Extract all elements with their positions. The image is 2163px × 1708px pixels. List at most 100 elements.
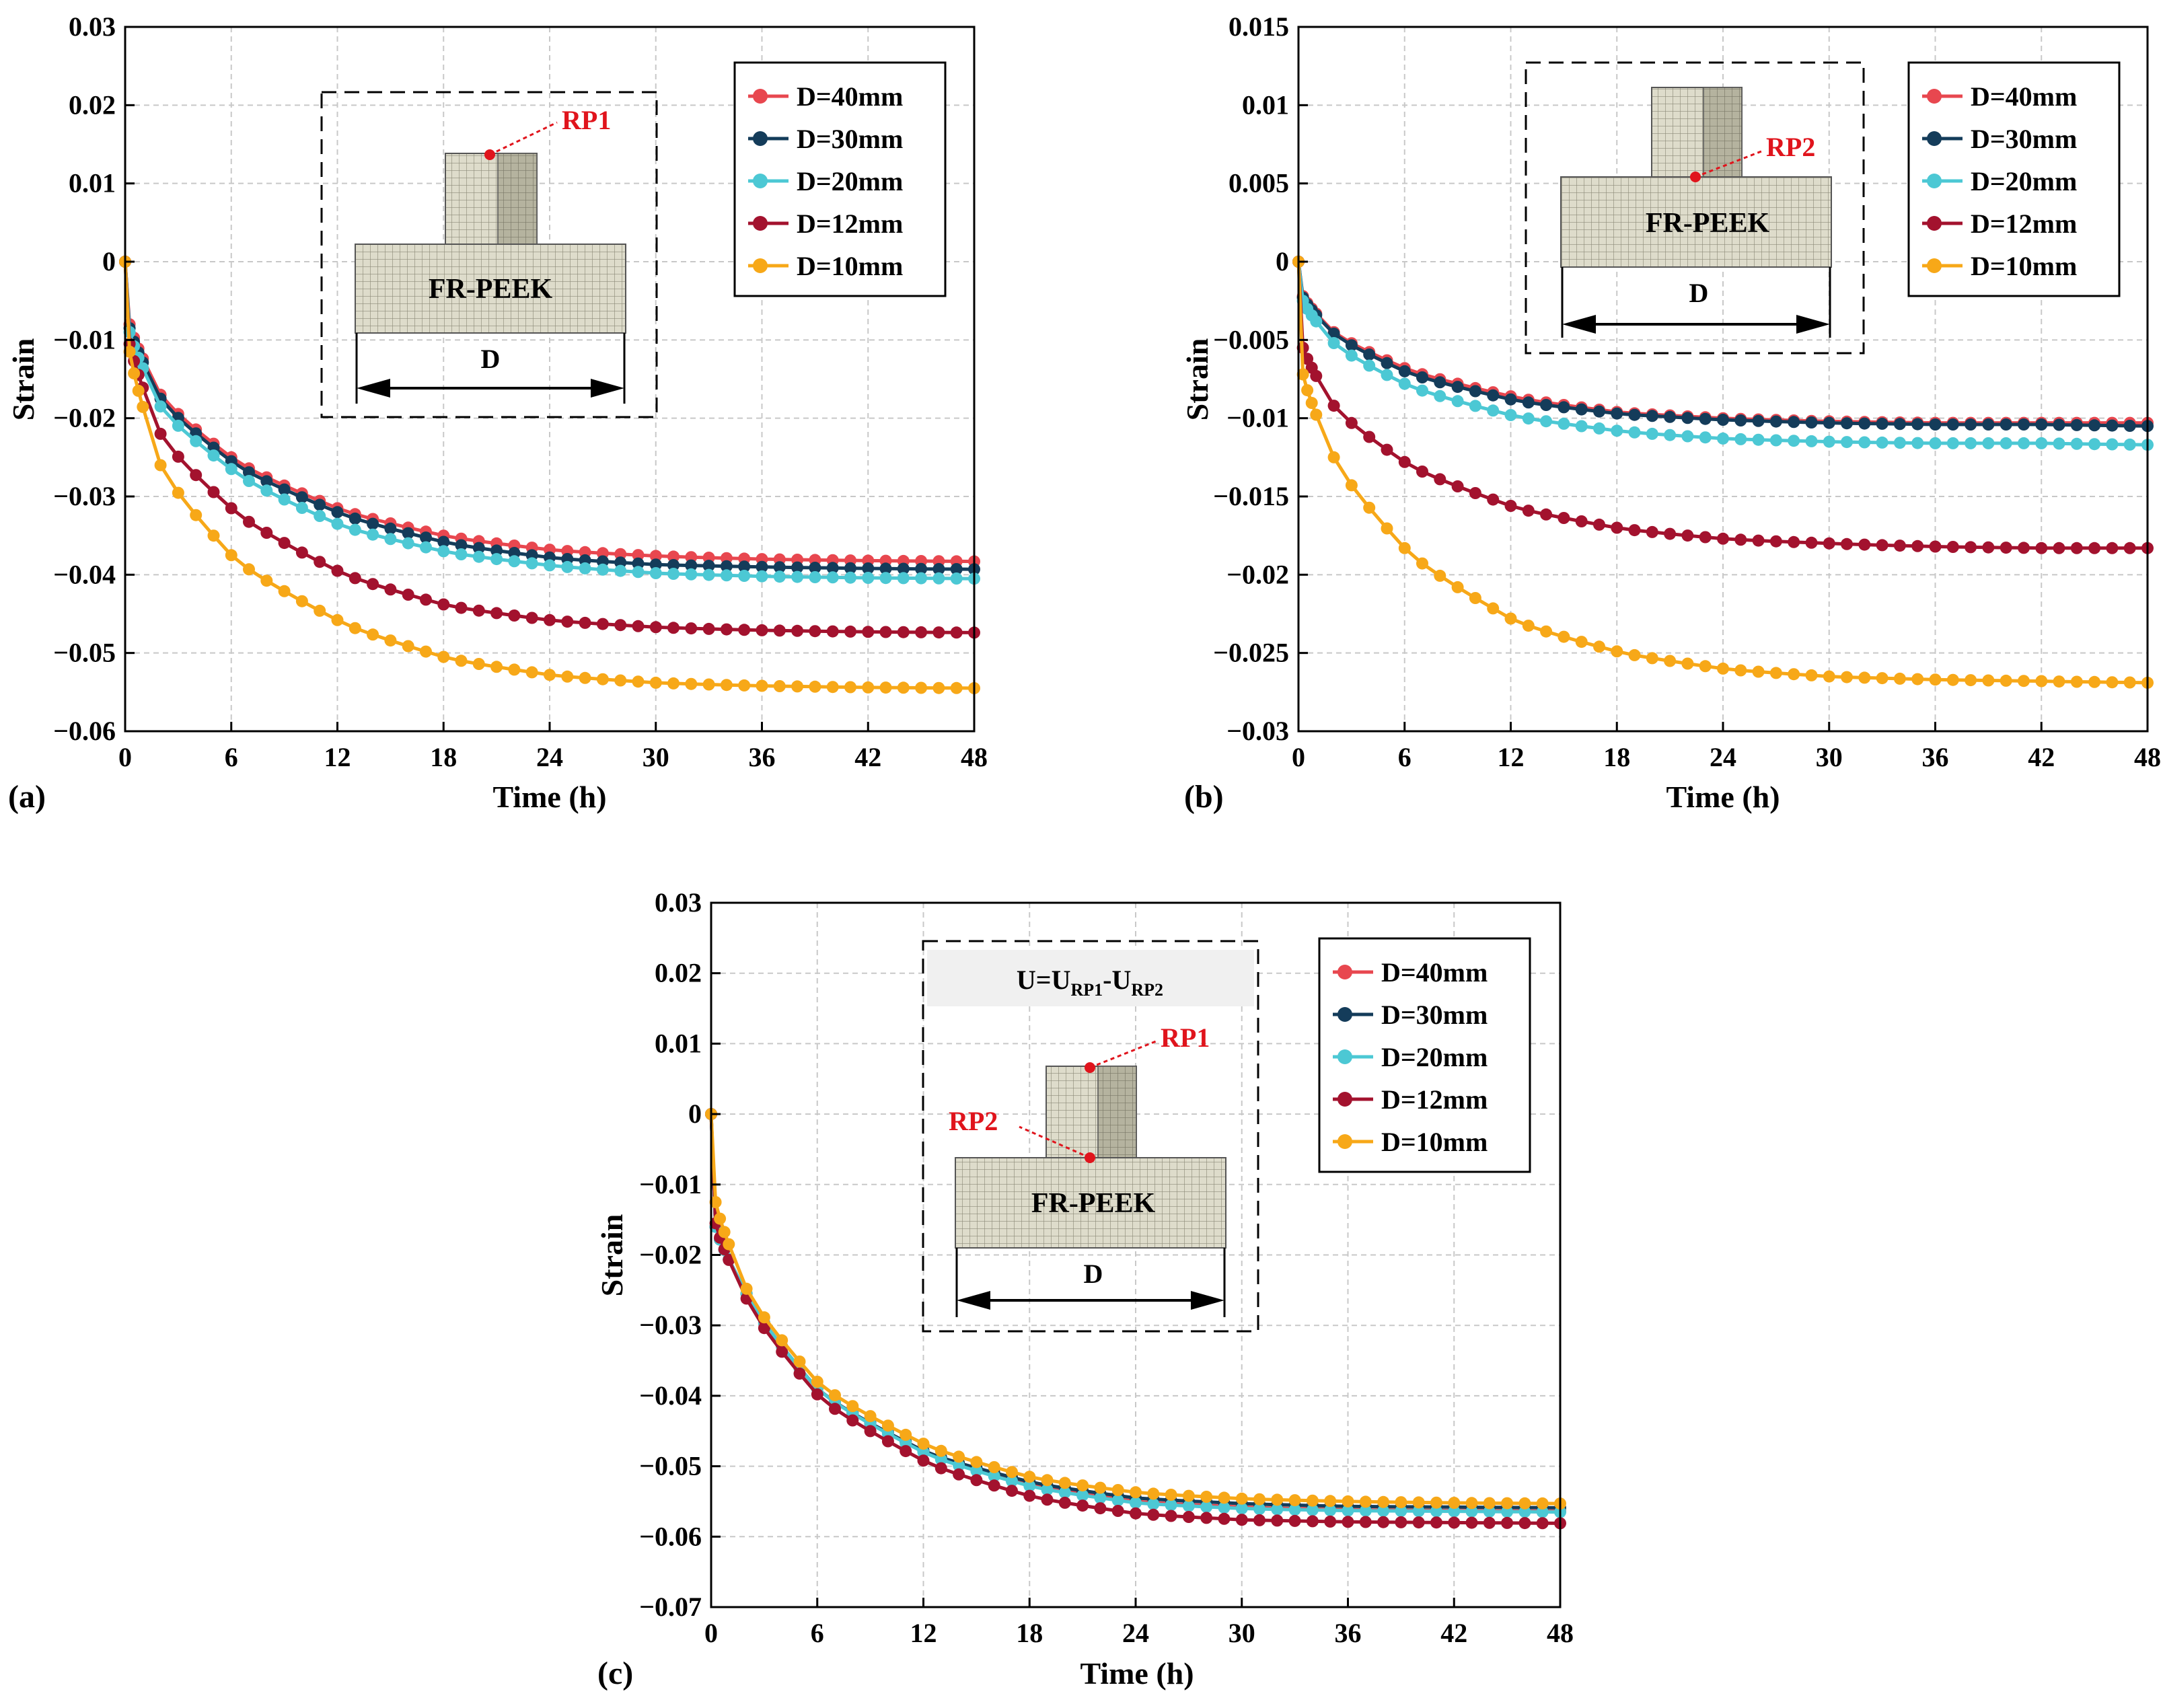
panel-a-data-point xyxy=(455,548,468,560)
panel-c-inset-rp2-label: RP2 xyxy=(949,1106,998,1136)
panel-a-inset-rp-dot xyxy=(484,149,495,160)
panel-c-inset-arrowhead-left xyxy=(957,1291,990,1310)
panel-c-data-point xyxy=(1430,1505,1442,1518)
panel-a-xtick-label: 24 xyxy=(536,742,563,772)
panel-c-data-point xyxy=(723,1253,735,1266)
panel-c-data-point xyxy=(1536,1506,1549,1518)
panel-c-data-point xyxy=(1501,1516,1514,1529)
panel-a-series-line xyxy=(123,261,975,634)
panel-a-data-point xyxy=(349,572,361,585)
panel-b-data-point xyxy=(2035,675,2048,688)
panel-a-data-point xyxy=(667,559,680,571)
panel-c-data-point xyxy=(1518,1506,1531,1518)
panel-b-data-point xyxy=(1911,673,1924,685)
panel-a-inset-base-block xyxy=(355,244,626,334)
panel-c-data-point xyxy=(1412,1505,1425,1518)
panel-b-xtick-label: 6 xyxy=(1398,742,1412,772)
panel-b-inset-arrowhead-right xyxy=(1796,315,1830,334)
panel-a-data-point xyxy=(649,676,662,689)
panel-b-data-point xyxy=(1522,396,1535,409)
panel-b-data-point xyxy=(2088,675,2101,688)
panel-a-xtick-label: 30 xyxy=(643,742,669,772)
panel-b-inset: FR-PEEK D RP2 xyxy=(1525,61,1865,355)
panel-a-data-point xyxy=(826,681,839,694)
panel-b-data-point xyxy=(1769,535,1782,548)
panel-a-data-point xyxy=(455,655,468,667)
panel-b-data-point xyxy=(1611,645,1623,658)
panel-a-data-point xyxy=(791,624,804,637)
panel-c-data-point xyxy=(1359,1495,1372,1508)
panel-a-ytick-label: 0.03 xyxy=(69,11,116,42)
panel-a-legend-swatch-marker xyxy=(753,216,768,231)
panel-c-xtick-label: 36 xyxy=(1335,1618,1362,1648)
panel-c-legend-swatch-marker xyxy=(1337,1007,1352,1022)
panel-a-data-point xyxy=(508,547,521,559)
panel-c-data-point xyxy=(970,1474,983,1487)
panel-a-data-point xyxy=(862,562,875,574)
panel-b-data-point xyxy=(1823,537,1835,550)
panel-b-data-point xyxy=(1734,664,1747,677)
panel-b-data-point xyxy=(1628,408,1641,421)
panel-c-data-point xyxy=(953,1468,965,1481)
panel-b-data-point xyxy=(1841,417,1853,430)
panel-b-data-point xyxy=(1893,418,1906,431)
panel-a-data-point xyxy=(295,595,308,607)
panel-b-data-point xyxy=(1752,414,1765,427)
panel-a-data-point xyxy=(331,614,344,626)
panel-c-data-point xyxy=(988,1470,1000,1483)
panel-b-series-layer xyxy=(1292,256,2154,689)
panel-a-data-point xyxy=(190,469,203,482)
panel-a-ylabel: Strain xyxy=(6,338,40,421)
panel-b-data-point xyxy=(1310,369,1323,382)
panel-a-data-point xyxy=(809,571,821,583)
panel-a-ytick-label: −0.04 xyxy=(53,559,116,589)
panel-a-data-point xyxy=(879,626,892,638)
panel-a-legend: D=40mm D=30mm D=20mm D=12mm D=10mm xyxy=(733,61,947,297)
panel-a-ytick-label: 0 xyxy=(102,246,116,276)
panel-a-data-point xyxy=(791,570,804,583)
panel-c-data-point xyxy=(1342,1516,1354,1528)
panel-b-data-point xyxy=(1699,660,1712,673)
panel-b-data-point xyxy=(1611,424,1623,437)
panel-a-xtick-label: 0 xyxy=(118,742,132,772)
panel-c-data-point xyxy=(714,1212,727,1225)
panel-a-data-point xyxy=(455,601,468,614)
panel-c-inset: U=URP1-URP2 FR-PEEK D RP1 RP2 xyxy=(922,940,1259,1333)
panel-c-data-point xyxy=(1218,1512,1231,1525)
panel-a-xtick-label: 36 xyxy=(749,742,776,772)
panel-b-label: (b) xyxy=(1184,779,1224,815)
panel-b-inset-base-block xyxy=(1560,176,1832,268)
panel-c-inset-base-block xyxy=(955,1157,1226,1249)
panel-c-data-point xyxy=(1111,1505,1124,1517)
panel-b-inset-frame xyxy=(1525,61,1865,355)
panel-a-data-point xyxy=(260,475,273,488)
panel-a-data-point xyxy=(384,634,397,647)
panel-b-data-point xyxy=(1363,431,1376,443)
panel-c-data-point xyxy=(1006,1475,1018,1487)
panel-c-data-point xyxy=(953,1459,965,1472)
panel-b-data-point xyxy=(1823,435,1835,448)
panel-c-data-point xyxy=(881,1419,894,1432)
panel-a-data-point xyxy=(154,400,167,413)
panel-b-data-point xyxy=(1487,602,1500,615)
panel-a-ytick-label: −0.06 xyxy=(53,716,116,746)
panel-c-xtick-label: 48 xyxy=(1547,1618,1574,1648)
panel-a-inset-frame xyxy=(320,91,658,418)
panel-a-data-point xyxy=(720,679,733,692)
panel-a-data-point xyxy=(243,475,255,487)
panel-c-data-point xyxy=(740,1282,753,1295)
panel-c-inset-rp1-dot xyxy=(1085,1062,1095,1073)
panel-b-data-point xyxy=(1752,433,1765,446)
panel-c-data-point xyxy=(1536,1497,1549,1510)
panel-b-data-point xyxy=(1982,674,1995,687)
panel-a-data-point xyxy=(667,568,680,580)
panel-b-data-point xyxy=(1646,525,1658,538)
panel-b-data-point xyxy=(1664,429,1677,441)
panel-b-data-point xyxy=(1965,541,1977,554)
panel-c-data-point xyxy=(709,1196,722,1208)
panel-b-gridlines xyxy=(1298,27,2148,731)
panel-a-data-point xyxy=(243,515,255,528)
panel-c-data-point xyxy=(1218,1501,1231,1514)
panel-a-legend-label: D=30mm xyxy=(797,124,903,154)
